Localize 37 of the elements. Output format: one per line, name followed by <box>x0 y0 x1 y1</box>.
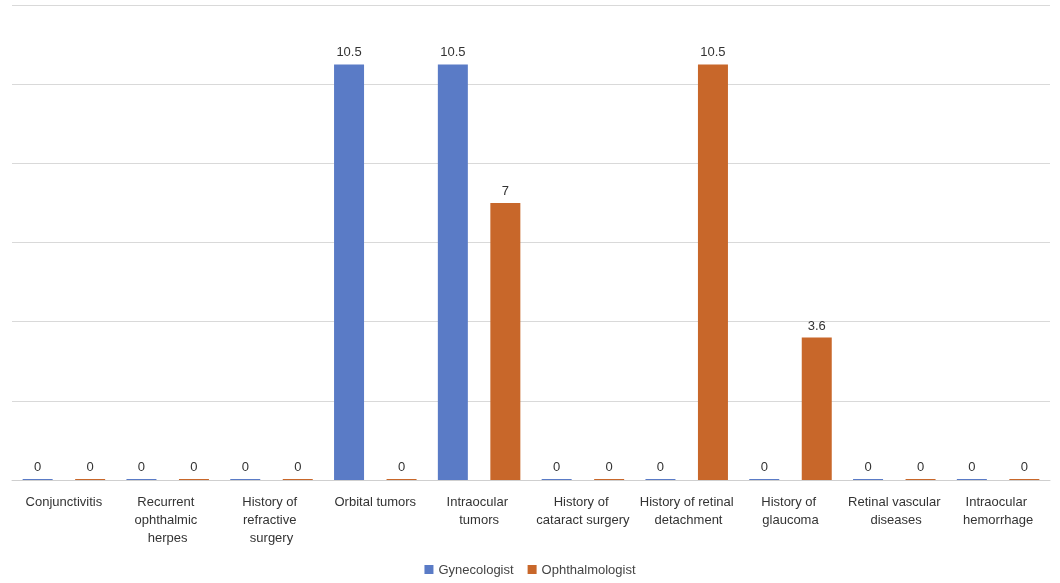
data-label: 10.5 <box>336 44 362 60</box>
data-label: 0 <box>34 459 42 474</box>
x-tick-label: Conjunctivitis <box>25 493 103 509</box>
bar <box>334 64 365 480</box>
x-tick-label: Intraocular hemorrhage <box>963 493 1034 527</box>
x-tick-label: History of cataract surgery <box>536 493 630 527</box>
bar <box>490 202 521 480</box>
legend-label: Ophthalmologist <box>541 562 636 577</box>
x-tick-label: Orbital tumors <box>334 493 417 509</box>
data-label: 0 <box>241 459 249 474</box>
data-label: 0 <box>916 459 925 474</box>
bar <box>437 64 468 480</box>
data-label: 0 <box>1020 459 1028 474</box>
data-label: 0 <box>86 459 94 474</box>
data-label: 0 <box>190 459 198 474</box>
x-tick-label: Recurrent ophthalmic herpes <box>134 493 201 545</box>
data-label: 0 <box>137 459 146 474</box>
bar <box>697 64 728 480</box>
data-label: 0 <box>656 459 665 474</box>
x-tick-label: History of retinal detachment <box>639 493 734 527</box>
x-tick-label: Retinal vascular diseases <box>848 493 942 527</box>
bar <box>801 337 832 480</box>
data-label: 0 <box>294 459 302 474</box>
data-label: 3.6 <box>807 317 826 333</box>
data-label: 10.5 <box>700 44 726 60</box>
x-tick-label: History of refractive surgery <box>242 493 301 545</box>
data-label: 0 <box>397 459 406 474</box>
data-label: 0 <box>968 459 976 474</box>
data-label: 0 <box>760 459 768 474</box>
legend-label: Gynecologist <box>438 562 514 577</box>
data-label: 0 <box>864 459 872 474</box>
data-label: 0 <box>605 459 613 474</box>
x-tick-label: History of glaucoma <box>761 493 820 527</box>
x-tick-label: Intraocular tumors <box>446 493 512 527</box>
data-label: 0 <box>553 459 561 474</box>
data-label: 10.5 <box>440 44 466 60</box>
data-label: 7 <box>501 182 509 198</box>
